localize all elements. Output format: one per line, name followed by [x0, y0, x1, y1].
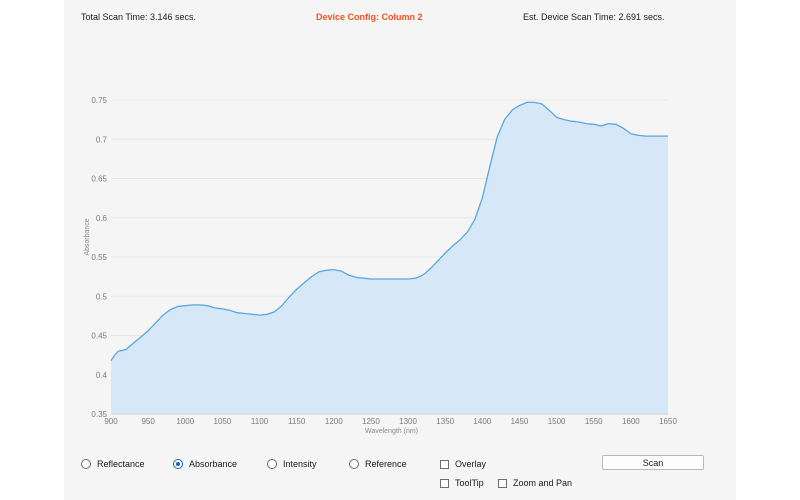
y-tick-label: 0.75	[91, 96, 107, 105]
x-tick-label: 900	[104, 417, 118, 426]
y-tick-label: 0.5	[96, 292, 108, 301]
absorbance-area	[111, 102, 668, 415]
x-tick-label: 1050	[214, 417, 232, 426]
mode-reference[interactable]: Reference	[349, 459, 407, 469]
y-tick-label: 0.45	[91, 332, 107, 341]
total-scan-time-label: Total Scan Time: 3.146 secs.	[81, 12, 197, 22]
overlay-option[interactable]: Overlay	[440, 459, 486, 469]
zoom-pan-label: Zoom and Pan	[513, 478, 573, 488]
tooltip-label: ToolTip	[455, 478, 484, 488]
reflectance-label: Reflectance	[97, 459, 145, 469]
x-tick-label: 1200	[325, 417, 343, 426]
absorbance-line	[110, 101, 668, 361]
est-scan-time-label: Est. Device Scan Time: 2.691 secs.	[523, 12, 665, 22]
x-tick-label: 1100	[251, 417, 269, 426]
x-tick-label: 1450	[511, 417, 529, 426]
device-config-label: Device Config: Column 2	[316, 12, 423, 22]
y-tick-label: 0.55	[91, 253, 107, 262]
intensity-radio[interactable]	[267, 459, 277, 469]
x-tick-label: 1150	[288, 417, 306, 426]
x-tick-label: 1600	[622, 417, 640, 426]
y-axis-title: Absorbance	[84, 218, 91, 255]
mode-intensity[interactable]: Intensity	[267, 459, 317, 469]
x-tick-label: 1500	[548, 417, 566, 426]
mode-reflectance[interactable]: Reflectance	[81, 459, 145, 469]
absorbance-label: Absorbance	[189, 459, 238, 469]
intensity-label: Intensity	[283, 459, 317, 469]
zoom-pan-checkbox[interactable]	[498, 478, 507, 488]
x-tick-label: 1000	[176, 417, 194, 426]
overlay-checkbox[interactable]	[440, 459, 449, 469]
absorbance-radio[interactable]	[173, 459, 183, 469]
x-tick-label: 1300	[399, 417, 417, 426]
x-tick-label: 1550	[585, 417, 603, 426]
x-axis-title: Wavelength (nm)	[365, 428, 418, 435]
x-tick-label: 1250	[362, 417, 380, 426]
reference-radio[interactable]	[349, 459, 359, 469]
x-tick-label: 1350	[436, 417, 454, 426]
x-tick-label: 1650	[659, 417, 677, 426]
absorbance-chart: 0.35 0.4 0.45 0.5 0.55 0.6 0.65 0.7 0.75 900 950 10…	[84, 96, 677, 435]
tooltip-option[interactable]: ToolTip	[440, 478, 484, 488]
reference-label: Reference	[365, 459, 407, 469]
overlay-label: Overlay	[455, 459, 487, 469]
y-tick-label: 0.7	[96, 135, 108, 144]
y-tick-label: 0.4	[96, 371, 108, 380]
scan-button[interactable]: Scan	[602, 455, 704, 470]
y-tick-label: 0.35	[91, 410, 107, 419]
x-tick-label: 1400	[473, 417, 491, 426]
mode-absorbance[interactable]: Absorbance	[173, 459, 237, 469]
tooltip-checkbox[interactable]	[440, 478, 449, 488]
zoom-pan-option[interactable]: Zoom and Pan	[498, 478, 572, 488]
y-tick-label: 0.65	[91, 175, 107, 184]
reflectance-radio[interactable]	[81, 459, 91, 469]
y-tick-label: 0.6	[96, 214, 108, 223]
x-tick-label: 950	[141, 417, 155, 426]
